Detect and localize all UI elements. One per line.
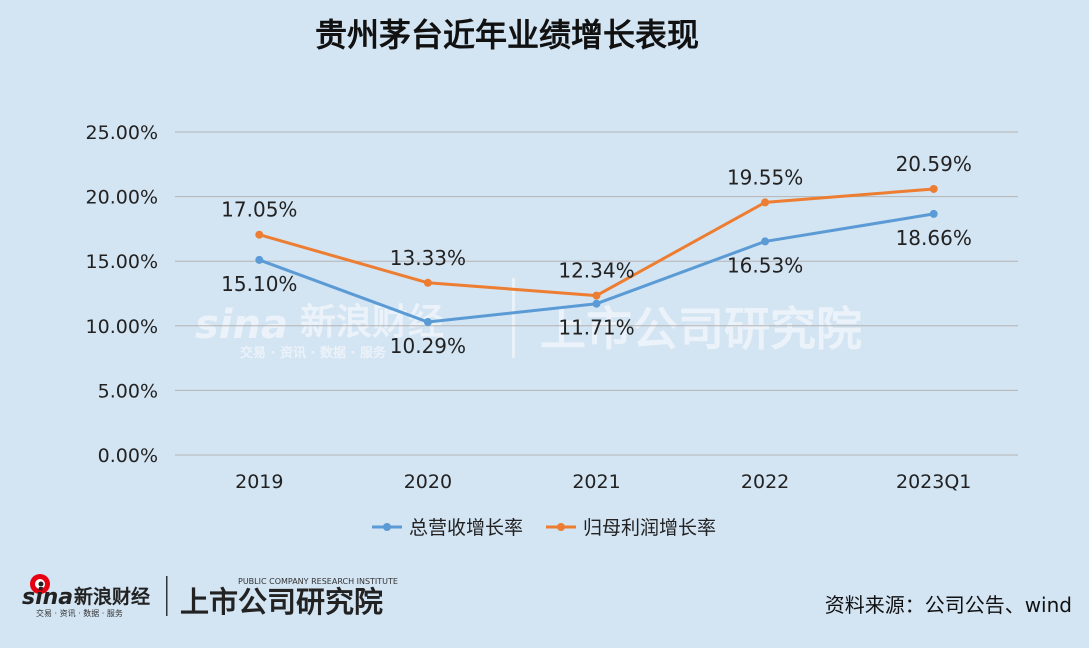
- watermark-sina: sina: [195, 302, 288, 348]
- data-label: 19.55%: [727, 165, 803, 189]
- x-tick-label: 2022: [741, 471, 789, 493]
- data-point: [423, 278, 432, 287]
- data-label: 13.33%: [390, 246, 466, 270]
- series-0: [255, 209, 938, 327]
- footer-sina: sina: [22, 585, 73, 610]
- data-label: 17.05%: [221, 198, 297, 222]
- x-tick-label: 2019: [235, 471, 283, 493]
- watermark-institute: 上市公司研究院: [540, 302, 862, 356]
- watermark-sina-sub: 交易 · 资讯 · 数据 · 服务: [240, 345, 387, 361]
- footer-sina-sub: 交易 · 资讯 · 数据 · 服务: [36, 608, 123, 618]
- x-tick-label: 2021: [572, 471, 620, 493]
- y-tick-label: 10.00%: [86, 316, 158, 338]
- footer-divider: [166, 576, 168, 616]
- data-label: 11.71%: [558, 316, 634, 340]
- legend-marker-profit: [557, 523, 565, 531]
- legend-label-revenue: 总营收增长率: [409, 517, 523, 539]
- watermark-sina-cn: 新浪财经: [300, 302, 444, 343]
- x-axis: 2019 2020 2021 2022 2023Q1: [235, 471, 971, 493]
- data-point: [592, 291, 601, 300]
- x-tick-label: 2023Q1: [896, 471, 971, 493]
- legend-item-revenue: 总营收增长率: [372, 517, 523, 539]
- legend: 总营收增长率 归母利润增长率: [372, 517, 716, 539]
- data-point: [761, 198, 770, 207]
- footer-sina-cn: 新浪财经: [74, 585, 150, 608]
- y-tick-label: 5.00%: [98, 380, 158, 402]
- series: [255, 184, 938, 327]
- footer-institute: 上市公司研究院: [180, 585, 383, 619]
- y-tick-label: 25.00%: [86, 122, 158, 144]
- data-labels: 15.10% 17.05% 10.29% 13.33% 11.71% 12.34% 16.5…: [221, 152, 972, 358]
- y-axis: 0.00% 5.00% 10.00% 15.00% 20.00% 25.00%: [86, 122, 158, 467]
- data-point: [592, 299, 601, 308]
- data-point: [929, 184, 938, 193]
- data-label: 15.10%: [221, 272, 297, 296]
- data-label: 16.53%: [727, 253, 803, 277]
- watermark-divider: [512, 278, 515, 358]
- footer-institute-en: PUBLIC COMPANY RESEARCH INSTITUTE: [238, 577, 398, 586]
- watermark: sina 新浪财经 交易 · 资讯 · 数据 · 服务 上市公司研究院: [195, 278, 862, 361]
- data-label: 10.29%: [390, 334, 466, 358]
- data-point: [423, 318, 432, 327]
- data-label: 18.66%: [896, 226, 972, 250]
- y-tick-label: 20.00%: [86, 187, 158, 209]
- x-tick-label: 2020: [404, 471, 452, 493]
- data-label: 12.34%: [558, 259, 634, 283]
- legend-marker-revenue: [383, 523, 391, 531]
- y-tick-label: 15.00%: [86, 251, 158, 273]
- legend-label-profit: 归母利润增长率: [583, 517, 716, 539]
- data-point: [255, 230, 264, 239]
- y-tick-label: 0.00%: [98, 445, 158, 467]
- sina-eye-icon: [30, 574, 50, 594]
- data-point: [761, 237, 770, 246]
- series-1: [255, 184, 938, 300]
- source-note: 资料来源：公司公告、wind: [825, 593, 1072, 617]
- data-point: [255, 255, 264, 264]
- data-point: [929, 209, 938, 218]
- grid: [175, 131, 1018, 456]
- footer-logo: sina 新浪财经 交易 · 资讯 · 数据 · 服务 PUBLIC COMPA…: [22, 574, 398, 619]
- chart-title: 贵州茅台近年业绩增长表现: [315, 16, 699, 54]
- legend-item-profit: 归母利润增长率: [546, 517, 716, 539]
- data-label: 20.59%: [896, 152, 972, 176]
